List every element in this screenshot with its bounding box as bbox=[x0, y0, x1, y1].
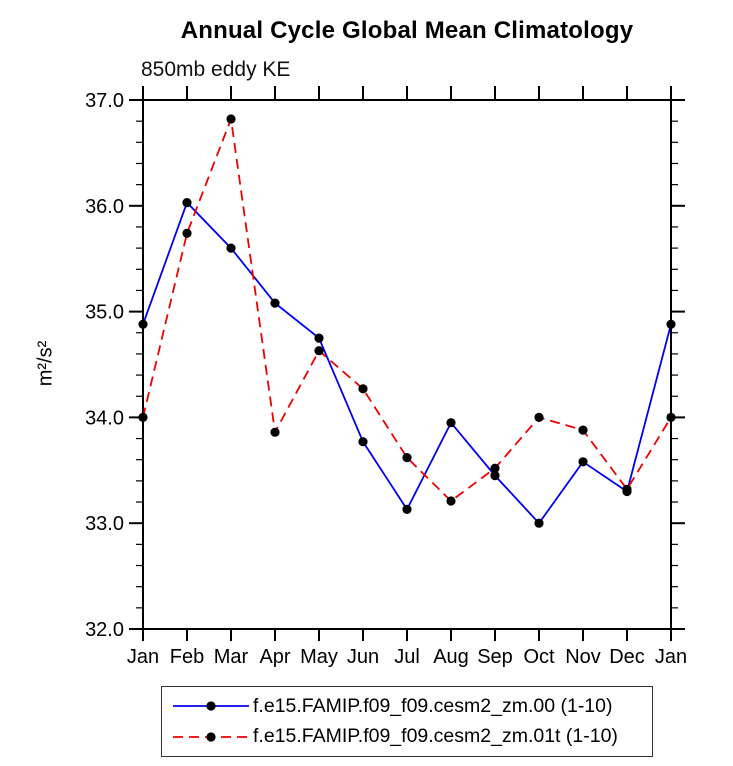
x-tick-label: Sep bbox=[477, 646, 513, 668]
y-tick-label: 32.0 bbox=[85, 619, 124, 641]
legend-line-sample-solid bbox=[173, 701, 249, 711]
data-point-marker bbox=[182, 228, 192, 238]
y-tick-label: 37.0 bbox=[85, 90, 124, 112]
x-tick-label: Feb bbox=[170, 646, 204, 668]
legend-item: f.e15.FAMIP.f09_f09.cesm2_zm.00 (1-10) bbox=[171, 695, 652, 718]
data-point-marker bbox=[226, 243, 236, 253]
y-tick-label: 35.0 bbox=[85, 302, 124, 324]
x-tick-label: Apr bbox=[259, 646, 290, 668]
legend-marker-dot bbox=[206, 701, 216, 711]
x-tick-label: Mar bbox=[214, 646, 249, 668]
data-point-marker bbox=[358, 437, 368, 447]
x-tick-label: Aug bbox=[433, 646, 469, 668]
x-tick-label: Jan bbox=[127, 646, 159, 668]
y-tick-label: 34.0 bbox=[85, 407, 124, 429]
data-point-marker bbox=[446, 496, 456, 506]
legend-rows: f.e15.FAMIP.f09_f09.cesm2_zm.00 (1-10) f.… bbox=[171, 687, 652, 756]
data-point-marker bbox=[270, 427, 280, 437]
data-point-marker bbox=[666, 319, 676, 329]
legend: f.e15.FAMIP.f09_f09.cesm2_zm.00 (1-10) f.… bbox=[161, 686, 653, 757]
x-axis: Jan Feb Mar Apr May Jun Jul Aug Sep Oct Nov Dec Jan bbox=[127, 86, 687, 668]
x-tick-label: Dec bbox=[609, 646, 645, 668]
chart-subtitle: 850mb eddy KE bbox=[141, 58, 291, 81]
data-point-marker bbox=[270, 298, 280, 308]
y-axis-ticks bbox=[129, 99, 685, 630]
x-tick-label: Oct bbox=[523, 646, 555, 668]
legend-label: f.e15.FAMIP.f09_f09.cesm2_zm.01t (1-10) bbox=[253, 725, 618, 748]
data-point-marker bbox=[138, 412, 148, 422]
data-point-marker bbox=[314, 346, 324, 356]
legend-line-sample-dashed bbox=[173, 732, 249, 742]
data-point-marker bbox=[666, 412, 676, 422]
x-tick-label: May bbox=[300, 646, 338, 668]
data-point-marker bbox=[138, 319, 148, 329]
data-point-marker bbox=[622, 484, 632, 494]
plot-border bbox=[142, 99, 672, 630]
data-point-marker bbox=[402, 453, 412, 463]
x-tick-label: Nov bbox=[565, 646, 601, 668]
legend-marker-dot bbox=[206, 732, 216, 742]
data-point-marker bbox=[578, 457, 588, 467]
data-point-marker bbox=[534, 518, 544, 528]
y-tick-label: 33.0 bbox=[85, 513, 124, 535]
x-tick-label: Jan bbox=[655, 646, 687, 668]
series-line-0 bbox=[142, 200, 672, 525]
y-axis-labels: 32.0 33.0 34.0 35.0 36.0 37.0 bbox=[85, 90, 124, 641]
legend-item: f.e15.FAMIP.f09_f09.cesm2_zm.01t (1-10) bbox=[171, 725, 652, 748]
page-title: Annual Cycle Global Mean Climatology bbox=[180, 17, 634, 44]
data-point-marker bbox=[490, 463, 500, 473]
series-line-1 bbox=[142, 115, 672, 503]
data-point-marker bbox=[314, 333, 324, 343]
data-point-marker bbox=[226, 114, 236, 124]
data-point-marker bbox=[490, 471, 500, 481]
y-tick-label: 36.0 bbox=[85, 196, 124, 218]
data-point-marker bbox=[446, 418, 456, 428]
data-point-marker bbox=[358, 384, 368, 394]
data-point-marker bbox=[182, 198, 192, 208]
x-tick-label: Jul bbox=[394, 646, 420, 668]
data-point-marker bbox=[534, 412, 544, 422]
legend-label: f.e15.FAMIP.f09_f09.cesm2_zm.00 (1-10) bbox=[253, 694, 613, 717]
data-point-marker bbox=[578, 425, 588, 435]
data-point-marker bbox=[402, 504, 412, 514]
x-tick-label: Jun bbox=[347, 646, 379, 668]
